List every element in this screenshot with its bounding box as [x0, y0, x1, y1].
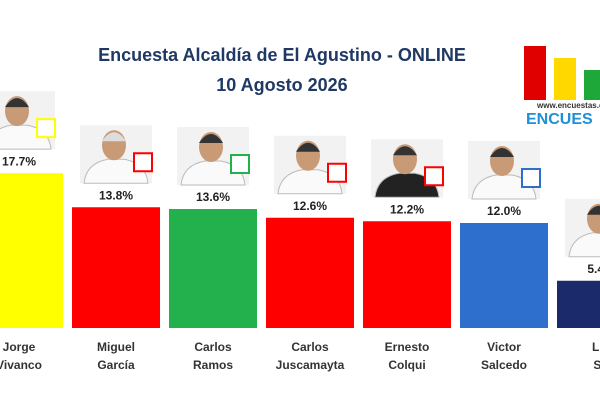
x-tick-label: Victor — [487, 340, 521, 354]
bar — [363, 221, 451, 328]
photo-hair — [587, 205, 600, 215]
bar — [72, 207, 160, 328]
party-logo — [133, 152, 153, 173]
x-tick-label: Colqui — [388, 358, 425, 372]
photo-body — [83, 158, 149, 184]
x-tick-label: Miguel — [97, 340, 135, 354]
x-tick-label: Carlos — [291, 340, 329, 354]
value-label: 12.6% — [293, 199, 327, 213]
x-tick-label: Ramos — [193, 358, 233, 372]
bar — [0, 173, 63, 328]
photo-hair — [393, 146, 417, 156]
photo-body — [374, 172, 440, 198]
x-tick-label: Ernesto — [385, 340, 430, 354]
logo-bar — [524, 46, 546, 100]
x-tick-label: Lib — [592, 340, 600, 354]
logo-url: www.encuestas.c — [536, 101, 600, 110]
party-logo — [521, 168, 541, 188]
photo-body — [471, 174, 537, 200]
chart-subtitle: 10 Agosto 2026 — [216, 75, 347, 95]
party-logo — [36, 118, 56, 139]
candidate-photo — [565, 198, 600, 258]
candidate-photo — [468, 141, 541, 200]
value-label: 13.6% — [196, 190, 230, 204]
photo-body — [180, 160, 246, 186]
photo-hair — [102, 132, 126, 142]
photo-body — [277, 169, 343, 195]
photo-hair — [5, 98, 29, 108]
x-tick-label: García — [97, 358, 135, 372]
photo-hair — [199, 134, 223, 143]
bar — [557, 280, 600, 328]
bar — [169, 209, 257, 328]
x-tick-label: So — [593, 358, 600, 372]
party-logo — [424, 166, 444, 187]
candidate-photo — [0, 91, 56, 150]
logo-bar — [584, 70, 600, 100]
value-label: 13.8% — [99, 188, 133, 202]
candidate-photo — [274, 135, 347, 195]
x-tick-label: Salcedo — [481, 358, 527, 372]
photo-hair — [490, 148, 514, 157]
candidate-photo — [371, 139, 444, 198]
party-logo — [230, 154, 250, 174]
x-tick-label: Carlos — [194, 340, 232, 354]
bar — [266, 217, 354, 328]
value-label: 12.2% — [390, 202, 424, 216]
party-logo — [327, 162, 347, 183]
logo-bar — [554, 58, 576, 100]
candidate-photo — [80, 125, 153, 184]
value-label: 17.7% — [2, 154, 36, 168]
x-tick-label: Jorge — [3, 340, 36, 354]
photo-body — [568, 232, 600, 258]
photo-hair — [296, 142, 320, 152]
value-label: 5.4% — [587, 262, 600, 276]
bar — [460, 223, 548, 328]
logo-brand: ENCUES — [526, 111, 593, 128]
logo: www.encuestas.c ENCUES — [524, 46, 600, 128]
chart-title: Encuesta Alcaldía de El Agustino - ONLIN… — [98, 45, 466, 65]
value-label: 12.0% — [487, 204, 521, 218]
x-tick-label: Juscamayta — [276, 358, 345, 372]
x-tick-label: Vivanco — [0, 358, 42, 372]
candidate-photo — [177, 127, 250, 186]
